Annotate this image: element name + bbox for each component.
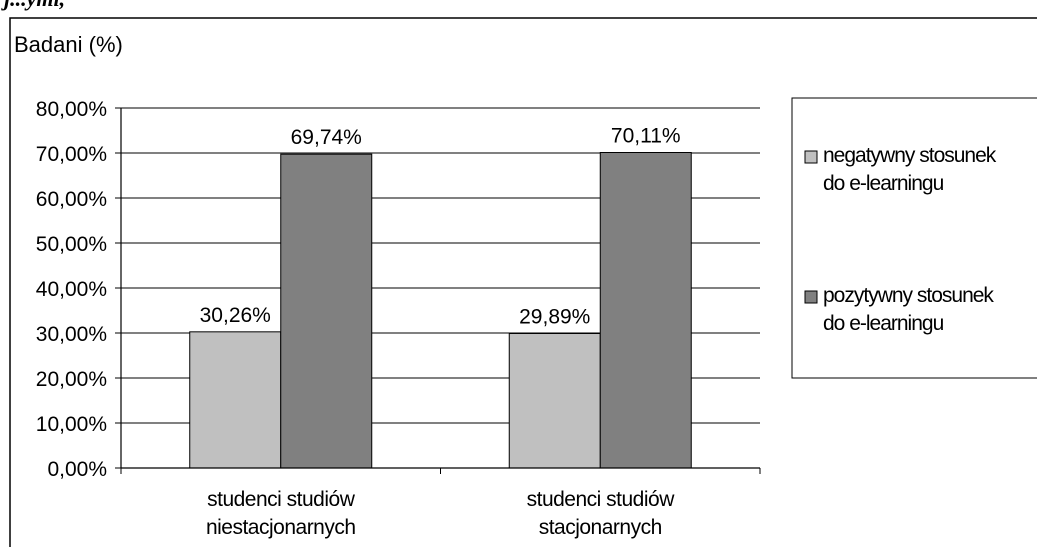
clipped-header-text: j...ymi, — [4, 0, 65, 12]
y-tick-labels: 0,00% 10,00% 20,00% 30,00% 40,00% 50,00% 60,00… — [36, 98, 107, 481]
x-tick-label: niestacjonarnych — [206, 516, 356, 539]
legend-swatch-pozytywny — [804, 290, 818, 304]
legend-label-negatywny: negatywny stosunek do e-learningu — [823, 144, 996, 195]
y-tick-label: 30,00% — [36, 323, 107, 346]
axes — [115, 107, 761, 474]
bar — [189, 331, 282, 469]
y-tick-label: 60,00% — [36, 188, 107, 211]
y-tick-label: 40,00% — [36, 278, 107, 301]
y-tick-label: 80,00% — [36, 98, 107, 121]
data-label: 70,11% — [611, 125, 681, 148]
x-tick-label: studenci studiów — [207, 488, 356, 511]
bar — [599, 152, 692, 469]
y-tick-label: 20,00% — [36, 368, 107, 391]
y-tick-label: 10,00% — [36, 413, 107, 436]
y-axis-title: Badani (%) — [14, 32, 123, 57]
y-tick-label: 50,00% — [36, 233, 107, 256]
legend-box — [791, 97, 1037, 379]
x-tick-label: stacjonarnych — [539, 516, 662, 539]
data-label: 69,74% — [291, 126, 362, 149]
y-tick-label: 70,00% — [36, 143, 107, 166]
x-tick-label: studenci studiów — [527, 488, 676, 511]
data-label: 30,26% — [200, 304, 271, 327]
y-tick-label: 0,00% — [47, 458, 107, 481]
legend-label-pozytywny: pozytywny stosunek do e-learningu — [823, 284, 994, 335]
bars — [189, 152, 692, 469]
x-tick-labels: studenci studiów niestacjonarnych studenci… — [206, 488, 676, 539]
data-labels: 30,26% 69,74% 29,89% 70,11% — [200, 125, 681, 329]
bar — [280, 153, 373, 469]
legend-swatch-negatywny — [804, 150, 818, 164]
bar — [508, 332, 601, 469]
data-label: 29,89% — [519, 305, 590, 328]
